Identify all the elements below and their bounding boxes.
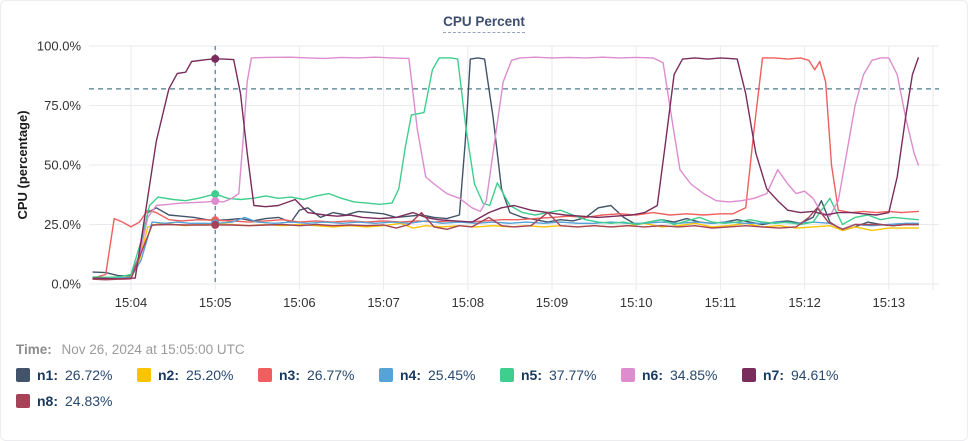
y-tick-label: 100.0% bbox=[37, 39, 82, 54]
x-tick-label: 15:06 bbox=[283, 295, 316, 310]
time-row: Time: Nov 26, 2024 at 15:05:00 UTC bbox=[16, 342, 245, 357]
legend-value-n3: 26.77% bbox=[307, 367, 355, 383]
chart-title-wrap: CPU Percent bbox=[1, 13, 967, 33]
x-tick-label: 15:09 bbox=[536, 295, 569, 310]
series-line-n5 bbox=[92, 57, 919, 278]
y-tick-label: 25.0% bbox=[44, 217, 81, 232]
series-line-n3 bbox=[92, 57, 919, 279]
legend-value-n2: 25.20% bbox=[186, 367, 234, 383]
crosshair-dot-n5 bbox=[211, 190, 220, 199]
x-tick-label: 15:07 bbox=[367, 295, 400, 310]
legend-label-n6: n6: bbox=[642, 367, 663, 383]
crosshair-dot-n7 bbox=[211, 54, 220, 63]
legend-swatch-n6 bbox=[621, 368, 635, 382]
x-tick-label: 15:10 bbox=[620, 295, 653, 310]
crosshair-dot-n8 bbox=[211, 220, 220, 229]
legend-value-n8: 24.83% bbox=[65, 393, 113, 409]
x-tick-label: 15:05 bbox=[199, 295, 232, 310]
x-tick-label: 15:12 bbox=[788, 295, 821, 310]
legend-value-n5: 37.77% bbox=[549, 367, 597, 383]
cpu-percent-chart[interactable]: 100.0% 75.0% 50.0% 25.0% 0.0% 15:04 15:05 15:06… bbox=[1, 1, 968, 319]
legend-label-n3: n3: bbox=[279, 367, 300, 383]
x-tick-label: 15:11 bbox=[705, 295, 737, 310]
legend-swatch-n7 bbox=[742, 368, 756, 382]
time-value: Nov 26, 2024 at 15:05:00 UTC bbox=[61, 342, 245, 357]
legend: n1: 26.72% n2: 25.20% n3: 26.77% n4: 25.45% n5: 3… bbox=[16, 367, 956, 409]
chart-title[interactable]: CPU Percent bbox=[443, 14, 525, 33]
legend-swatch-n2 bbox=[137, 368, 151, 382]
x-tick-label: 15:08 bbox=[452, 295, 485, 310]
series-line-n1 bbox=[92, 57, 919, 277]
y-tick-label: 50.0% bbox=[44, 158, 81, 173]
legend-swatch-n1 bbox=[16, 368, 30, 382]
legend-item-n3[interactable]: n3: 26.77% bbox=[258, 367, 379, 383]
legend-item-n2[interactable]: n2: 25.20% bbox=[137, 367, 258, 383]
legend-value-n6: 34.85% bbox=[670, 367, 718, 383]
legend-item-n1[interactable]: n1: 26.72% bbox=[16, 367, 137, 383]
y-tick-label: 75.0% bbox=[44, 98, 81, 113]
legend-value-n1: 26.72% bbox=[65, 367, 113, 383]
legend-label-n1: n1: bbox=[37, 367, 58, 383]
series-line-n6 bbox=[92, 56, 919, 281]
legend-label-n5: n5: bbox=[521, 367, 542, 383]
legend-swatch-n8 bbox=[16, 394, 30, 408]
series-line-n2 bbox=[92, 222, 919, 280]
legend-item-n7[interactable]: n7: 94.61% bbox=[742, 367, 863, 383]
legend-swatch-n3 bbox=[258, 368, 272, 382]
crosshair-dot-n6 bbox=[211, 197, 220, 206]
y-tick-label: 0.0% bbox=[51, 277, 81, 292]
legend-item-n6[interactable]: n6: 34.85% bbox=[621, 367, 742, 383]
y-axis-title: CPU (percentage) bbox=[15, 110, 30, 219]
legend-label-n8: n8: bbox=[37, 393, 58, 409]
legend-item-n4[interactable]: n4: 25.45% bbox=[379, 367, 500, 383]
legend-label-n4: n4: bbox=[400, 367, 421, 383]
series-line-n7 bbox=[92, 57, 919, 280]
legend-swatch-n4 bbox=[379, 368, 393, 382]
x-tick-label: 15:13 bbox=[873, 295, 906, 310]
series-line-n8 bbox=[92, 207, 919, 281]
legend-swatch-n5 bbox=[500, 368, 514, 382]
x-tick-label: 15:04 bbox=[115, 295, 148, 310]
legend-value-n4: 25.45% bbox=[428, 367, 476, 383]
legend-label-n2: n2: bbox=[158, 367, 179, 383]
time-label: Time: bbox=[16, 342, 52, 357]
legend-value-n7: 94.61% bbox=[791, 367, 839, 383]
legend-label-n7: n7: bbox=[763, 367, 784, 383]
legend-item-n5[interactable]: n5: 37.77% bbox=[500, 367, 621, 383]
legend-item-n8[interactable]: n8: 24.83% bbox=[16, 393, 137, 409]
